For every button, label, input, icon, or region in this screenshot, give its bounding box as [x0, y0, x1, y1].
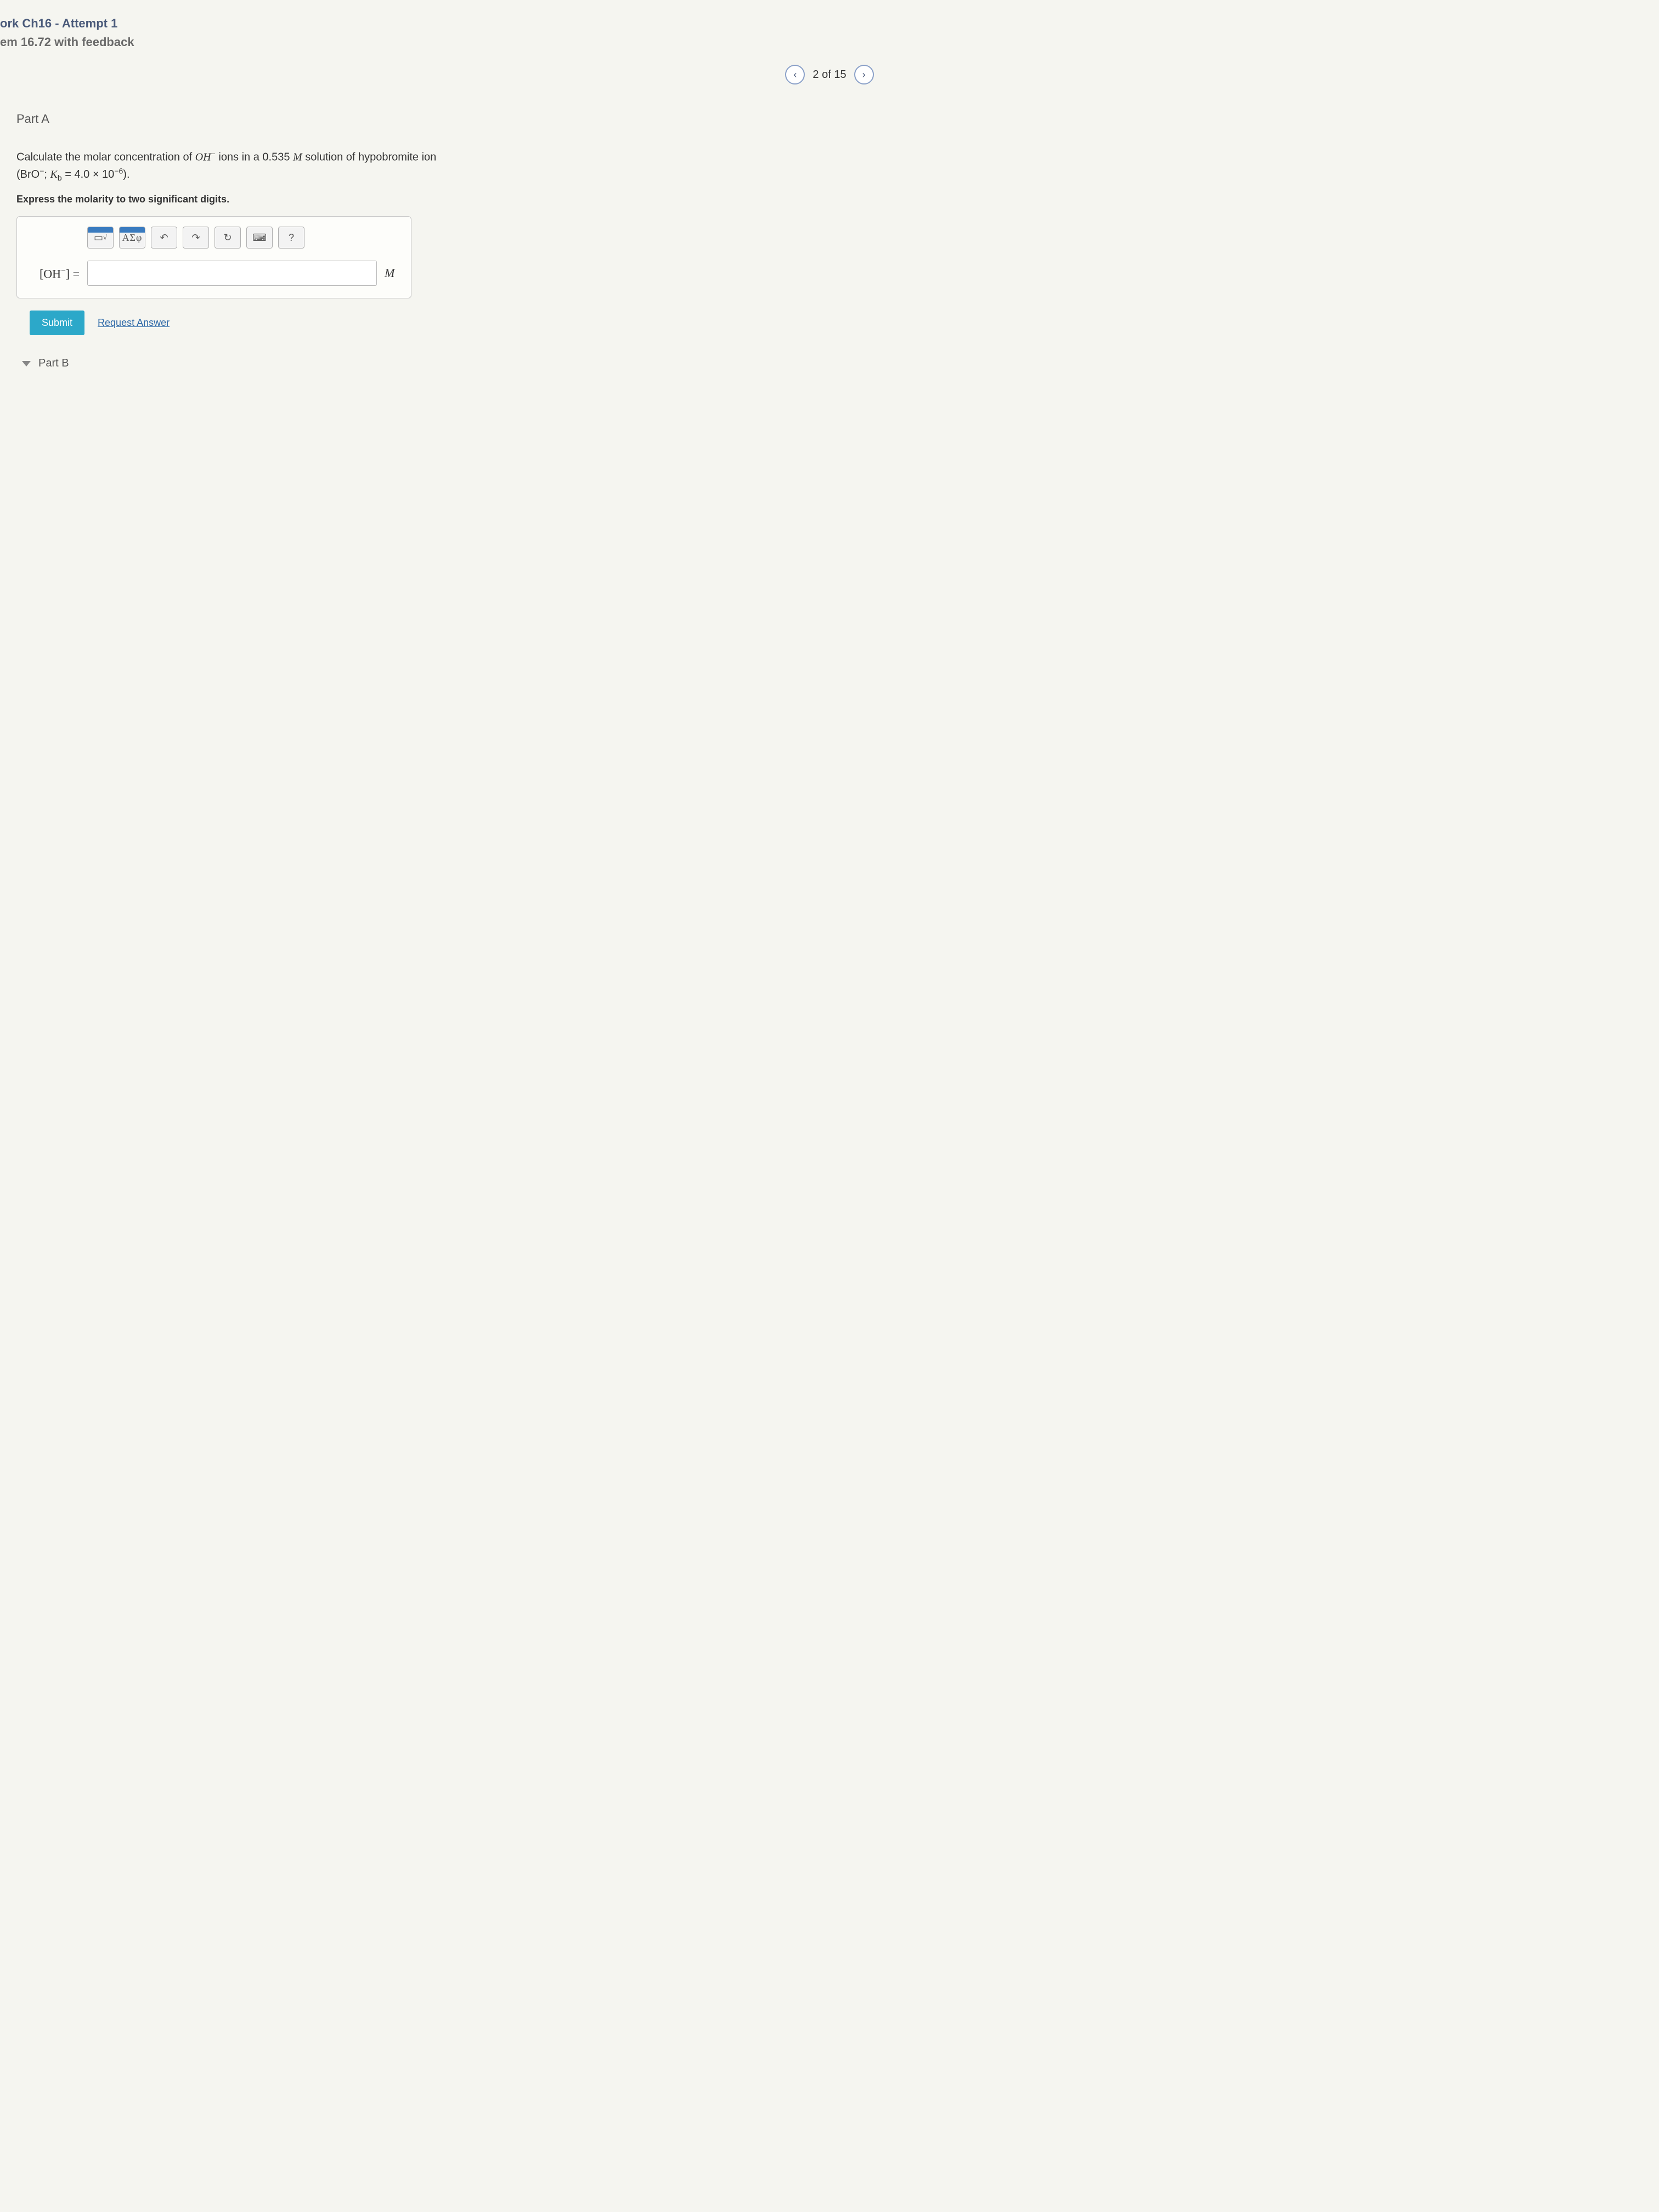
breadcrumb-problem: em 16.72 with feedback	[0, 35, 1659, 60]
pager: ‹ 2 of 15 ›	[0, 60, 1659, 101]
kb-b: b	[58, 173, 62, 182]
pager-prev-button[interactable]: ‹	[785, 65, 805, 84]
sqrt-icon: √	[103, 234, 107, 242]
question-text: Calculate the molar concentration of OH−…	[0, 148, 1659, 194]
breadcrumb-assignment: ork Ch16 - Attempt 1	[0, 11, 1659, 35]
question-molarity-symbol: M	[293, 151, 302, 163]
kb-exp: −6	[114, 167, 123, 176]
keyboard-button[interactable]: ⌨	[246, 227, 273, 249]
kb-eq: = 4.0 × 10	[62, 168, 115, 180]
lhs-open: [OH	[40, 267, 61, 280]
lhs-charge: −	[61, 266, 66, 275]
equation-toolbar: ▭√ ΑΣφ ↶ ↷ ↻ ⌨ ?	[87, 227, 401, 249]
answer-box: ▭√ ΑΣφ ↶ ↷ ↻ ⌨ ? [OH−] = M	[16, 216, 411, 298]
part-label: Part A	[0, 101, 1659, 148]
redo-button[interactable]: ↷	[183, 227, 209, 249]
next-part-toggle[interactable]: Part B	[0, 352, 1659, 392]
question-suffix: solution of hypobromite ion	[302, 151, 437, 163]
submit-button[interactable]: Submit	[30, 311, 84, 335]
answer-lhs: [OH−] =	[27, 266, 80, 281]
greek-button[interactable]: ΑΣφ	[119, 227, 145, 249]
chevron-down-icon	[22, 361, 31, 366]
lhs-close: ] =	[66, 267, 80, 280]
template-icon: ▭	[94, 232, 103, 244]
request-answer-link[interactable]: Request Answer	[98, 317, 170, 329]
answer-unit: M	[385, 266, 401, 280]
question-species: OH	[195, 151, 211, 163]
help-button[interactable]: ?	[278, 227, 304, 249]
answer-instruction: Express the molarity to two significant …	[0, 194, 1659, 216]
kb-close: ).	[123, 168, 129, 180]
next-part-label: Part B	[38, 357, 69, 370]
template-button[interactable]: ▭√	[87, 227, 114, 249]
kb-sep: ;	[44, 168, 50, 180]
question-mid: ions in a 0.535	[216, 151, 293, 163]
reset-button[interactable]: ↻	[215, 227, 241, 249]
question-prefix: Calculate the molar concentration of	[16, 151, 195, 163]
pager-next-button[interactable]: ›	[854, 65, 874, 84]
undo-button[interactable]: ↶	[151, 227, 177, 249]
action-row: Submit Request Answer	[0, 311, 1659, 352]
kb-open: (BrO	[16, 168, 40, 180]
question-species-charge: −	[211, 149, 216, 158]
kb-K: K	[50, 168, 58, 180]
answer-input[interactable]	[87, 261, 377, 286]
pager-position: 2 of 15	[812, 69, 846, 81]
answer-row: [OH−] = M	[27, 261, 401, 286]
